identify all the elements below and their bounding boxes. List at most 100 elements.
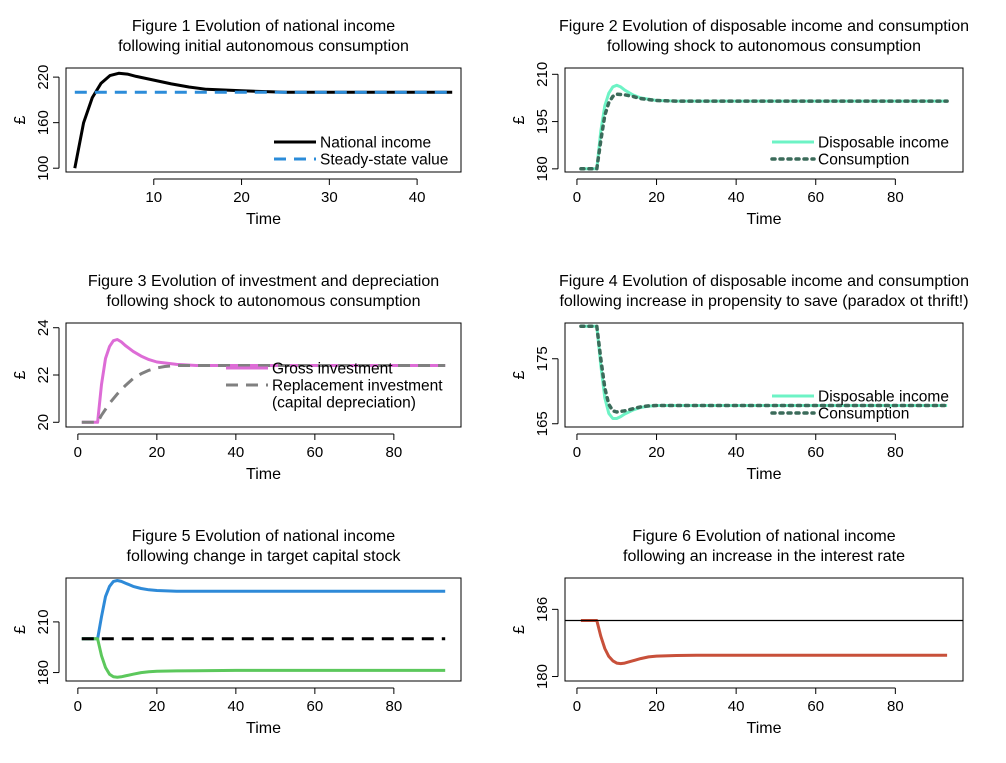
chart-panel-4: Figure 4 Evolution of disposable income … — [511, 273, 969, 483]
x-tick-label: 20 — [149, 444, 166, 461]
x-tick-label: 20 — [149, 698, 166, 715]
y-tick-label: 165 — [534, 411, 551, 436]
y-axis: 165 175 £ — [511, 346, 559, 436]
x-axis-label: Time — [747, 466, 782, 483]
chart-subtitle: following an increase in the interest ra… — [623, 548, 905, 565]
x-tick-label: 80 — [887, 189, 904, 206]
y-axis-label: £ — [511, 370, 528, 379]
y-tick-label: 210 — [534, 62, 551, 87]
x-axis-label: Time — [246, 211, 281, 228]
chart-title: Figure 1 Evolution of national income — [132, 18, 395, 35]
x-tick-label: 20 — [648, 698, 665, 715]
chart-title: Figure 2 Evolution of disposable income … — [559, 18, 969, 35]
chart-subtitle: following initial autonomous consumption — [118, 38, 409, 55]
y-tick-label: 180 — [534, 156, 551, 181]
chart-panel-1: Figure 1 Evolution of national income fol… — [12, 18, 462, 228]
x-tick-label: 60 — [807, 444, 824, 461]
x-tick-label: 40 — [228, 698, 245, 715]
y-axis: 180 186 £ — [511, 597, 559, 689]
x-axis: 0 20 40 60 80 Time — [573, 433, 904, 483]
y-axis-label: £ — [12, 625, 29, 634]
y-tick-label: 180 — [534, 664, 551, 689]
chart-subtitle: following shock to autonomous consumptio… — [607, 38, 921, 55]
x-tick-label: 0 — [573, 189, 581, 206]
y-tick-label: 24 — [35, 319, 52, 336]
x-axis-label: Time — [246, 466, 281, 483]
y-axis-label: £ — [511, 625, 528, 634]
series-line-consumption — [579, 92, 949, 171]
chart-title: Figure 5 Evolution of national income — [132, 528, 395, 545]
plot-frame — [65, 577, 462, 682]
chart-panel-5: Figure 5 Evolution of national income fol… — [12, 528, 462, 737]
y-axis-label: £ — [511, 115, 528, 124]
chart-panel-3: Figure 3 Evolution of investment and dep… — [12, 273, 462, 483]
x-tick-label: 0 — [74, 444, 82, 461]
series-line-1 — [81, 579, 446, 641]
y-tick-label: 186 — [534, 597, 551, 622]
series-group — [579, 83, 949, 171]
y-tick-label: 22 — [35, 367, 52, 384]
y-tick-label: 100 — [35, 156, 52, 181]
chart-subtitle: following increase in propensity to save… — [559, 293, 968, 310]
chart-title: Figure 4 Evolution of disposable income … — [559, 273, 969, 290]
x-tick-label: 60 — [307, 698, 324, 715]
legend-label: Disposable income — [818, 135, 949, 152]
plot-frame — [65, 322, 462, 428]
x-axis: 10 20 30 40 Time — [145, 178, 426, 228]
series-line-2 — [81, 637, 446, 679]
legend-label: Consumption — [818, 406, 909, 423]
legend-label: Consumption — [818, 152, 909, 169]
x-tick-label: 40 — [728, 444, 745, 461]
plot-frame — [65, 67, 462, 173]
y-axis-label: £ — [12, 115, 29, 124]
x-tick-label: 10 — [145, 189, 162, 206]
series-line-1 — [580, 619, 948, 666]
legend-label: (capital depreciation) — [272, 395, 416, 412]
y-tick-label: 20 — [35, 414, 52, 431]
x-tick-label: 60 — [807, 189, 824, 206]
legend-label: Replacement investment — [272, 378, 443, 395]
x-tick-label: 60 — [307, 444, 324, 461]
y-tick-label: 220 — [35, 65, 52, 90]
chart-subtitle: following change in target capital stock — [127, 548, 402, 565]
legend-label: Steady-state value — [320, 152, 448, 169]
x-axis: 0 20 40 60 80 Time — [74, 433, 402, 483]
x-tick-label: 40 — [728, 698, 745, 715]
x-tick-label: 40 — [409, 189, 426, 206]
x-axis-label: Time — [747, 720, 782, 737]
x-axis: 0 20 40 60 80 Time — [74, 687, 403, 737]
y-tick-label: 175 — [534, 346, 551, 371]
x-tick-label: 80 — [386, 698, 403, 715]
chart-title: Figure 6 Evolution of national income — [632, 528, 895, 545]
x-tick-label: 30 — [321, 189, 338, 206]
x-tick-label: 0 — [573, 698, 581, 715]
plot-frame — [564, 322, 964, 428]
y-tick-label: 180 — [35, 660, 52, 685]
x-tick-label: 20 — [233, 189, 250, 206]
y-axis-label: £ — [12, 370, 29, 379]
legend-label: Disposable income — [818, 389, 949, 406]
y-tick-label: 195 — [534, 109, 551, 134]
plot-frame — [564, 67, 964, 173]
x-tick-label: 0 — [74, 698, 82, 715]
x-tick-label: 40 — [228, 444, 245, 461]
x-tick-label: 0 — [573, 444, 581, 461]
series-group — [565, 619, 963, 666]
y-axis: 180 195 210 £ — [511, 62, 559, 181]
x-axis-label: Time — [246, 720, 281, 737]
series-line-replacement-investment — [81, 364, 446, 424]
series-group — [81, 338, 446, 424]
series-group — [81, 579, 446, 679]
x-tick-label: 20 — [648, 444, 665, 461]
x-tick-label: 20 — [648, 189, 665, 206]
series-group — [73, 71, 453, 169]
x-tick-label: 80 — [887, 444, 904, 461]
x-axis: 0 20 40 60 80 Time — [573, 178, 904, 228]
x-tick-label: 80 — [887, 698, 904, 715]
x-axis: 0 20 40 60 80 Time — [573, 687, 904, 737]
chart-title: Figure 3 Evolution of investment and dep… — [88, 273, 439, 290]
y-tick-label: 210 — [35, 609, 52, 634]
